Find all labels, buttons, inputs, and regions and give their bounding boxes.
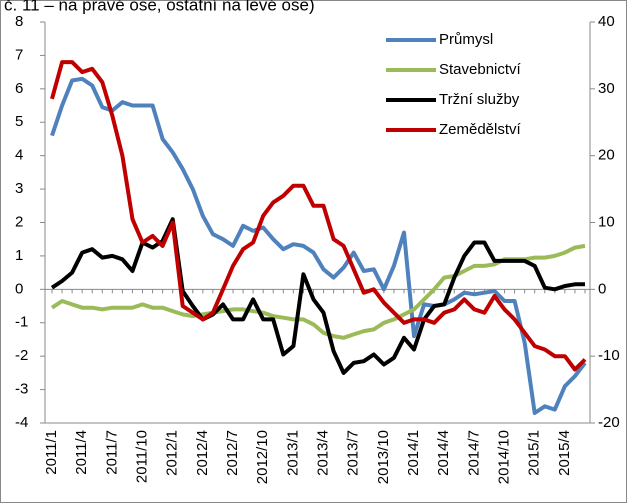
- x-tick-label: 2013/10: [375, 430, 392, 484]
- y-tick-label: 3: [15, 180, 23, 197]
- x-tick-label: 2012/10: [254, 430, 271, 484]
- x-tick-label: 2012/4: [194, 430, 211, 476]
- x-tick-label: 2014/4: [435, 430, 452, 476]
- x-tick-label: 2011/10: [133, 430, 150, 483]
- legend-label: Zemědělství: [439, 121, 522, 138]
- x-tick-label: 2011/4: [73, 430, 90, 475]
- x-tick-label: 2011/7: [103, 430, 120, 475]
- y-tick-label: 2: [15, 213, 23, 230]
- legend-label: Tržní služby: [439, 91, 520, 108]
- x-tick-label: 2015/4: [556, 430, 573, 476]
- y-tick-label: -3: [15, 381, 28, 398]
- y2-tick-label: -20: [598, 414, 620, 431]
- x-tick-label: 2013/1: [284, 430, 301, 476]
- y-tick-label: 6: [15, 80, 23, 97]
- y2-tick-label: 10: [598, 213, 615, 230]
- y-tick-label: 8: [15, 13, 23, 30]
- x-tick-label: 2013/4: [314, 430, 331, 476]
- legend-label: Stavebnictví: [439, 61, 522, 78]
- y-tick-label: 5: [15, 113, 23, 130]
- series-line: [50, 217, 585, 375]
- series-line: [50, 76, 587, 415]
- y-tick-label: -1: [15, 314, 28, 331]
- y2-tick-label: -10: [598, 347, 620, 364]
- x-tick-label: 2012/7: [224, 430, 241, 476]
- x-tick-label: 2015/1: [526, 430, 543, 476]
- y-tick-label: 7: [15, 46, 23, 63]
- chart-title: č. 11 – na pravé ose, ostatní na levé os…: [4, 0, 315, 14]
- x-tick-label: 2014/7: [465, 430, 482, 476]
- y-tick-label: -4: [15, 414, 28, 431]
- x-tick-label: 2014/1: [405, 430, 422, 476]
- legend-label: Průmysl: [439, 31, 493, 48]
- x-tick-label: 2014/10: [496, 430, 513, 484]
- y-tick-label: -2: [15, 347, 28, 364]
- x-tick-label: 2013/7: [345, 430, 362, 476]
- x-tick-label: 2011/1: [43, 430, 60, 475]
- series-line: [50, 243, 586, 340]
- y-tick-label: 1: [15, 247, 23, 264]
- series-line: [50, 60, 587, 372]
- y2-tick-label: 20: [598, 147, 615, 164]
- y-tick-label: 0: [15, 280, 23, 297]
- y2-tick-label: 40: [598, 13, 615, 30]
- y-tick-label: 4: [15, 147, 23, 164]
- y2-tick-label: 30: [598, 80, 615, 97]
- x-tick-label: 2012/1: [164, 430, 181, 476]
- y2-tick-label: 0: [598, 280, 606, 297]
